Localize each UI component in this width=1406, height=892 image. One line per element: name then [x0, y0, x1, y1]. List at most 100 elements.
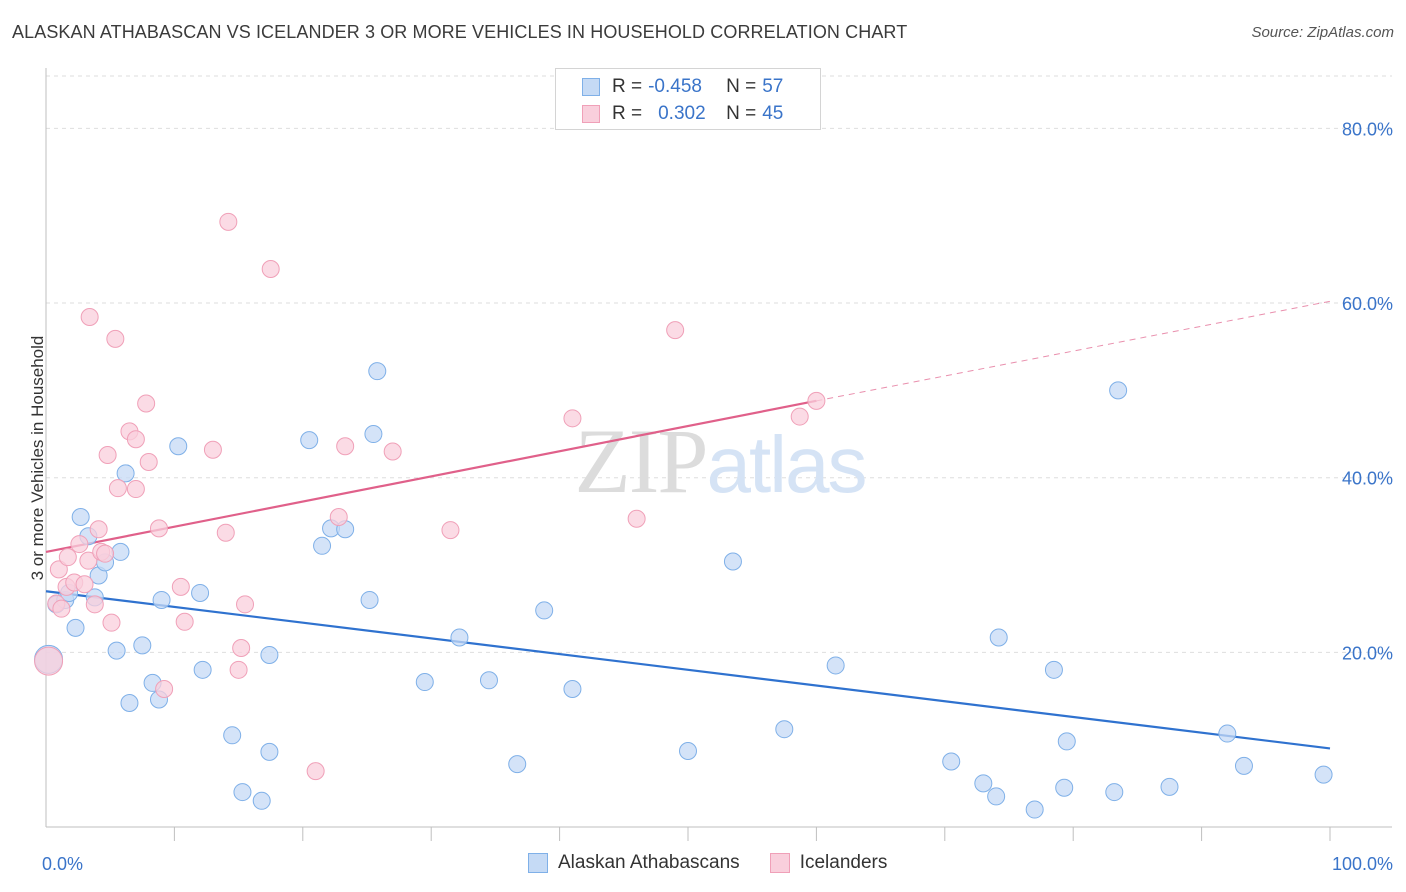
- data-point: [203, 440, 222, 459]
- data-point: [723, 552, 742, 571]
- data-point: [137, 394, 156, 413]
- data-point: [52, 599, 71, 618]
- data-point: [306, 762, 325, 781]
- data-point: [1234, 756, 1253, 775]
- data-point: [450, 628, 469, 647]
- data-point: [1105, 783, 1124, 802]
- data-point: [108, 479, 127, 498]
- data-point: [155, 680, 174, 699]
- data-point: [120, 693, 139, 712]
- r-label: R =: [612, 76, 643, 97]
- data-point: [679, 742, 697, 761]
- data-point: [71, 507, 90, 526]
- legend-label-icelanders: Icelanders: [799, 852, 888, 873]
- data-point: [49, 560, 68, 579]
- data-point: [1109, 381, 1128, 400]
- data-point: [149, 519, 168, 538]
- y-tick-label: 40.0%: [1342, 469, 1393, 489]
- data-point: [1025, 800, 1044, 819]
- legend-item-athabascans: Alaskan Athabascans: [528, 852, 740, 874]
- data-point: [563, 409, 582, 428]
- stats-legend-row-athabascan: R = -0.458 N = 57: [582, 75, 783, 99]
- data-point: [169, 437, 188, 456]
- r-label: R =: [612, 103, 643, 124]
- data-point: [535, 601, 554, 620]
- data-point: [336, 437, 355, 456]
- athabascan-legend-swatch: [528, 853, 548, 873]
- data-point: [111, 542, 130, 561]
- y-tick-label: 80.0%: [1342, 119, 1393, 139]
- data-point: [223, 726, 242, 745]
- data-point: [260, 645, 279, 664]
- grid-lines: [46, 75, 1392, 653]
- data-point: [329, 507, 348, 526]
- data-point: [364, 425, 383, 444]
- data-point: [232, 638, 251, 657]
- icelander-swatch: [582, 105, 600, 123]
- chart-title: ALASKAN ATHABASCAN VS ICELANDER 3 OR MOR…: [12, 22, 908, 42]
- watermark-atlas: atlas: [707, 420, 866, 509]
- data-point: [826, 656, 845, 675]
- data-point: [627, 509, 646, 528]
- data-point: [261, 259, 280, 278]
- data-point: [80, 308, 99, 327]
- data-point: [98, 445, 117, 464]
- data-point: [441, 521, 460, 540]
- data-point: [368, 362, 387, 381]
- data-point: [790, 407, 809, 426]
- legend-item-icelanders: Icelanders: [769, 852, 888, 874]
- trend-line-athabascans: [45, 590, 1331, 750]
- data-point: [133, 636, 152, 655]
- data-point: [75, 575, 94, 594]
- data-point: [1044, 660, 1063, 679]
- data-point: [216, 523, 235, 542]
- data-point: [79, 551, 98, 570]
- data-point: [1218, 724, 1237, 743]
- n-value: 45: [762, 103, 784, 124]
- data-point: [229, 660, 248, 679]
- data-point: [1314, 765, 1333, 784]
- y-tick-label: 20.0%: [1342, 643, 1393, 663]
- r-value: -0.458: [648, 76, 702, 97]
- data-point: [383, 442, 402, 461]
- data-point: [252, 791, 271, 810]
- trend-line-icelanders: [45, 399, 817, 554]
- x-tick-label: 100.0%: [1332, 854, 1393, 874]
- n-label: N =: [726, 103, 757, 124]
- n-label: N =: [726, 76, 757, 97]
- data-point: [106, 329, 125, 348]
- series-points-icelanders: [34, 212, 826, 781]
- x-tick-label: 0.0%: [42, 854, 83, 874]
- stats-legend: R = -0.458 N = 57 R = 0.302 N = 45: [555, 68, 821, 130]
- data-point: [236, 595, 255, 614]
- data-point: [974, 774, 993, 793]
- trend-lines: [45, 300, 1331, 750]
- data-point: [102, 613, 121, 632]
- data-point: [89, 520, 108, 539]
- r-value: 0.302: [658, 103, 706, 124]
- data-point: [193, 660, 212, 679]
- icelander-legend-swatch: [769, 853, 790, 873]
- data-point: [66, 618, 85, 637]
- y-tick-label: 60.0%: [1342, 294, 1393, 314]
- data-point: [126, 480, 145, 499]
- data-point: [989, 628, 1008, 647]
- data-point: [666, 321, 685, 340]
- data-point: [1160, 777, 1179, 796]
- data-point: [219, 212, 238, 231]
- data-point: [58, 548, 77, 567]
- trend-line-extension-icelanders: [816, 300, 1331, 402]
- data-point: [233, 783, 252, 802]
- y-axis-label: 3 or more Vehicles in Household: [28, 335, 47, 581]
- data-point: [563, 680, 582, 699]
- data-point: [116, 464, 135, 483]
- data-point: [152, 590, 171, 609]
- data-point: [1057, 732, 1076, 751]
- data-point: [85, 595, 104, 614]
- data-point: [313, 536, 332, 555]
- data-point: [360, 590, 379, 609]
- data-point: [171, 577, 190, 596]
- data-point: [775, 720, 794, 739]
- data-point: [34, 646, 64, 676]
